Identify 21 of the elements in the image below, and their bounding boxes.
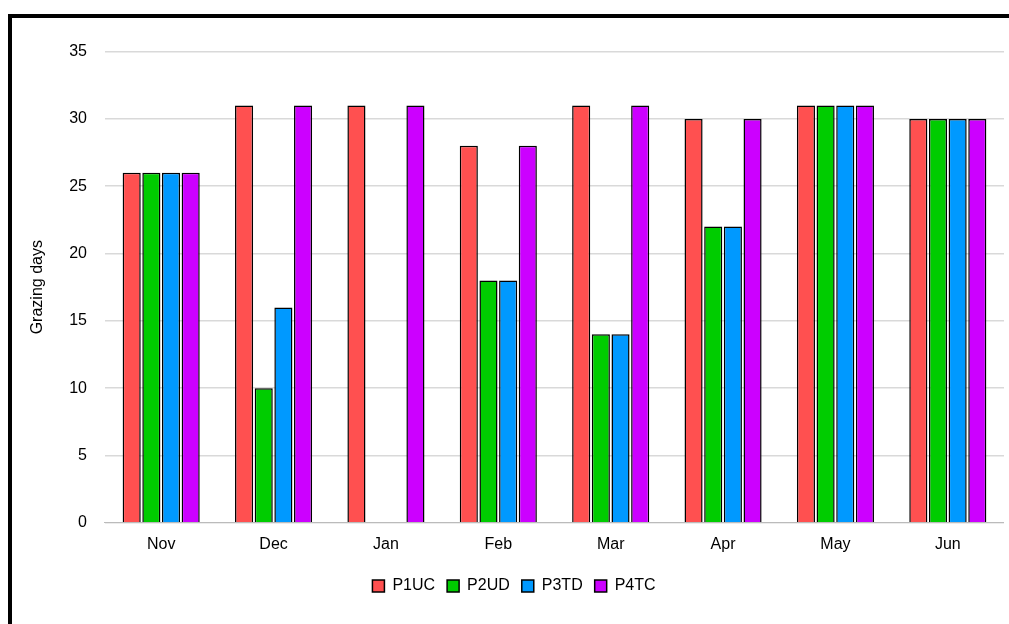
y-axis-title: Grazing days [28, 240, 46, 335]
x-tick-label: Dec [259, 534, 288, 552]
x-tick-label: Nov [146, 534, 176, 552]
y-tick-label: 30 [69, 109, 88, 127]
legend-label: P4TC [614, 576, 656, 594]
legend-label: P3TD [541, 576, 583, 594]
legend-label: P1UC [392, 576, 436, 594]
y-tick-label: 0 [78, 513, 88, 531]
legend-label: P2UD [467, 576, 510, 594]
x-tick-label: Mar [596, 534, 626, 552]
x-tick-label: Jun [934, 534, 961, 552]
y-tick-label: 5 [78, 445, 88, 463]
x-tick-label: Feb [484, 534, 513, 552]
y-tick-label: 25 [69, 176, 88, 194]
x-tick-label: May [820, 534, 851, 552]
y-tick-label: 20 [69, 243, 88, 261]
y-tick-label: 35 [69, 42, 88, 60]
x-tick-label: Jan [373, 534, 399, 552]
y-tick-label: 10 [69, 378, 88, 396]
x-tick-label: Apr [710, 534, 737, 552]
y-tick-label: 15 [69, 311, 88, 329]
